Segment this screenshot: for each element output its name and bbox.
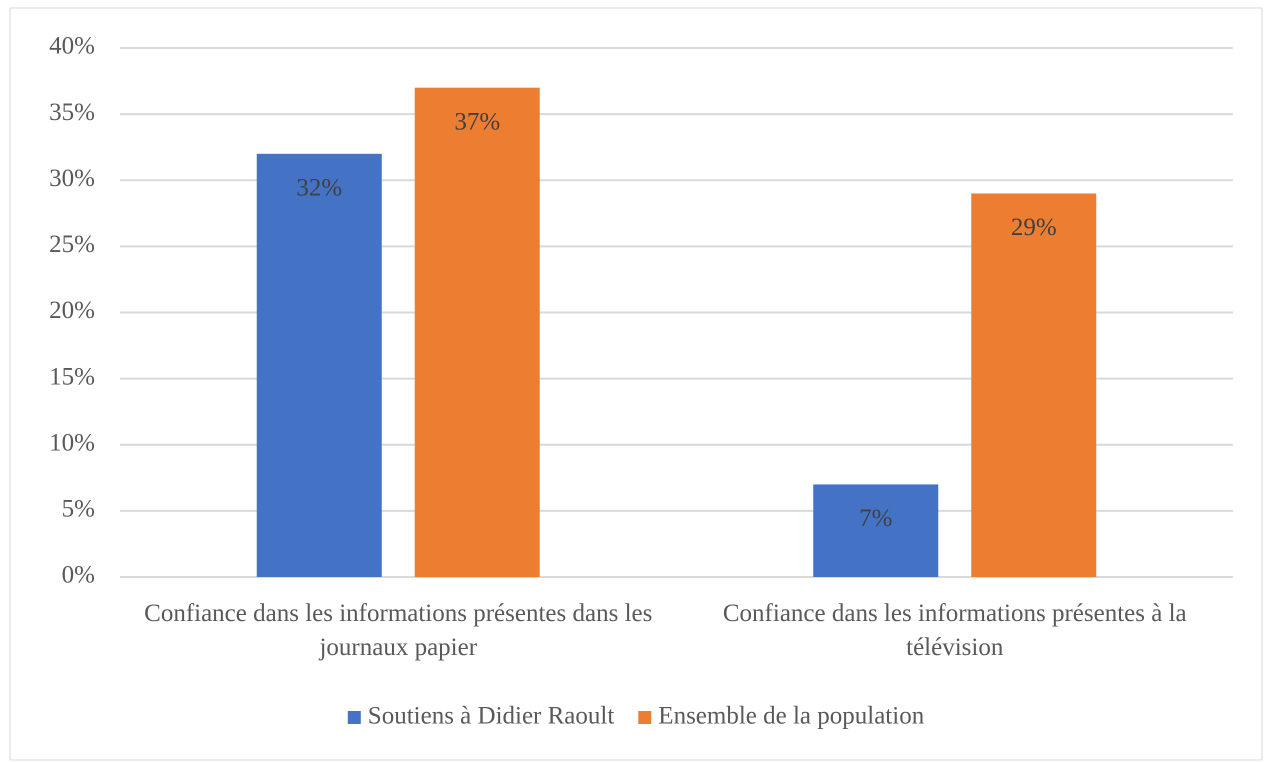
y-tick-label: 25% [49,231,95,258]
legend-swatch [347,711,361,724]
legend-label: Ensemble de la population [658,703,924,730]
y-tick-label: 5% [62,496,95,523]
chart-border [9,7,1263,761]
y-tick-label: 40% [49,33,95,60]
legend-swatch [638,711,652,724]
data-label: 7% [859,505,892,532]
data-label: 37% [454,108,500,135]
bar [256,153,382,578]
bar [813,484,939,577]
y-tick-label: 20% [49,297,95,324]
legend-label: Soutiens à Didier Raoult [368,703,615,730]
data-label: 32% [296,175,342,202]
y-tick-label: 35% [49,99,95,126]
bar [414,87,540,578]
y-tick-label: 30% [49,165,95,192]
x-tick-label: Confiance dans les informations présente… [144,600,653,661]
bar [971,193,1097,577]
y-tick-label: 0% [62,562,95,589]
data-label: 29% [1011,214,1057,241]
y-tick-label: 15% [49,363,95,390]
x-tick-label: Confiance dans les informations présente… [722,600,1187,661]
y-tick-label: 10% [49,429,95,456]
